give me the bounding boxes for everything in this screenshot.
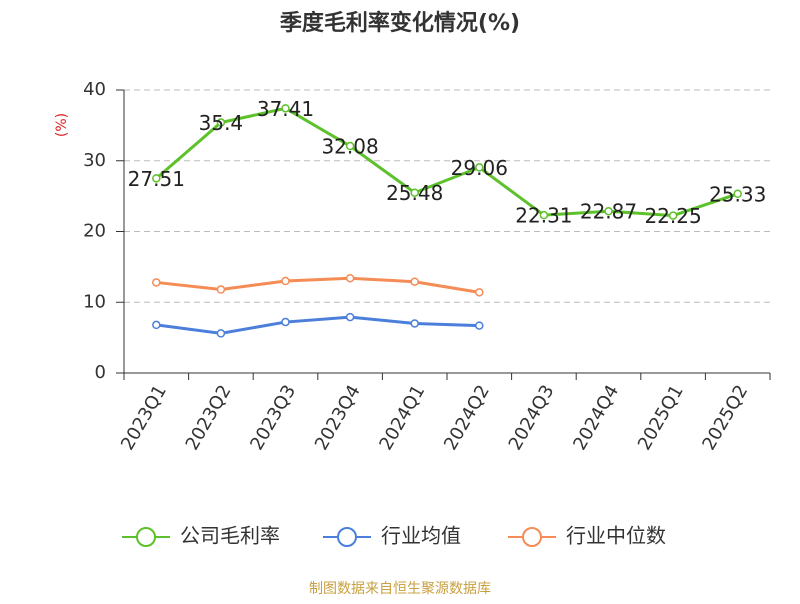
point — [410, 319, 419, 328]
data-label: 35.4 — [199, 111, 244, 135]
legend-marker — [522, 527, 542, 547]
point — [216, 285, 226, 294]
x-tick-label: 2023Q4 — [311, 382, 365, 454]
point — [345, 141, 355, 151]
point — [539, 210, 549, 220]
y-tick-label: 20 — [83, 221, 106, 242]
legend-marker — [337, 527, 357, 547]
data-label: 29.06 — [451, 156, 508, 180]
point — [152, 320, 161, 330]
point — [281, 104, 290, 113]
series-line — [155, 106, 739, 218]
data-label: 37.41 — [257, 97, 314, 121]
x-tick-label: 2023Q1 — [117, 382, 171, 454]
point — [733, 189, 742, 199]
point — [216, 329, 226, 338]
point — [281, 317, 290, 327]
point — [345, 312, 355, 322]
data-label: 27.51 — [128, 167, 185, 191]
data-label: 22.31 — [515, 204, 572, 228]
point — [152, 278, 161, 287]
point — [475, 288, 484, 297]
point — [345, 273, 355, 283]
point — [475, 321, 484, 330]
legend-label: 行业均值 — [381, 524, 461, 548]
point — [152, 174, 161, 183]
data-label: 25.33 — [709, 182, 766, 206]
series-line — [156, 315, 480, 335]
x-tick-label: 2024Q4 — [569, 382, 623, 454]
legend-marker — [136, 527, 156, 547]
y-tick-label: 30 — [83, 150, 106, 171]
point — [410, 277, 419, 286]
point — [604, 206, 613, 216]
point — [216, 118, 226, 127]
data-label: 25.48 — [386, 181, 443, 205]
series-line — [156, 276, 480, 294]
legend-label: 公司毛利率 — [180, 524, 280, 548]
data-label: 22.25 — [644, 204, 701, 228]
data-label: 32.08 — [321, 135, 378, 159]
point — [281, 276, 290, 286]
point — [410, 188, 419, 197]
x-tick-label: 2023Q2 — [182, 382, 236, 454]
legend-label: 行业中位数 — [566, 524, 666, 548]
y-tick-label: 0 — [95, 362, 106, 383]
x-tick-label: 2024Q3 — [505, 382, 559, 454]
y-tick-label: 10 — [83, 291, 106, 312]
y-tick-label: 40 — [83, 79, 106, 100]
x-tick-label: 2023Q3 — [246, 382, 300, 454]
point — [668, 211, 678, 220]
data-label: 22.87 — [580, 200, 637, 224]
x-tick-label: 2025Q2 — [698, 382, 752, 454]
chart-title: 季度毛利率变化情况(%) — [280, 10, 520, 36]
x-tick-label: 2025Q1 — [634, 382, 688, 454]
point — [475, 163, 484, 172]
x-tick-label: 2024Q1 — [375, 382, 429, 454]
x-tick-label: 2024Q2 — [440, 382, 494, 454]
y-axis-label: (%) — [54, 113, 70, 137]
source: 制图数据来自恒生聚源数据库 — [309, 581, 491, 597]
